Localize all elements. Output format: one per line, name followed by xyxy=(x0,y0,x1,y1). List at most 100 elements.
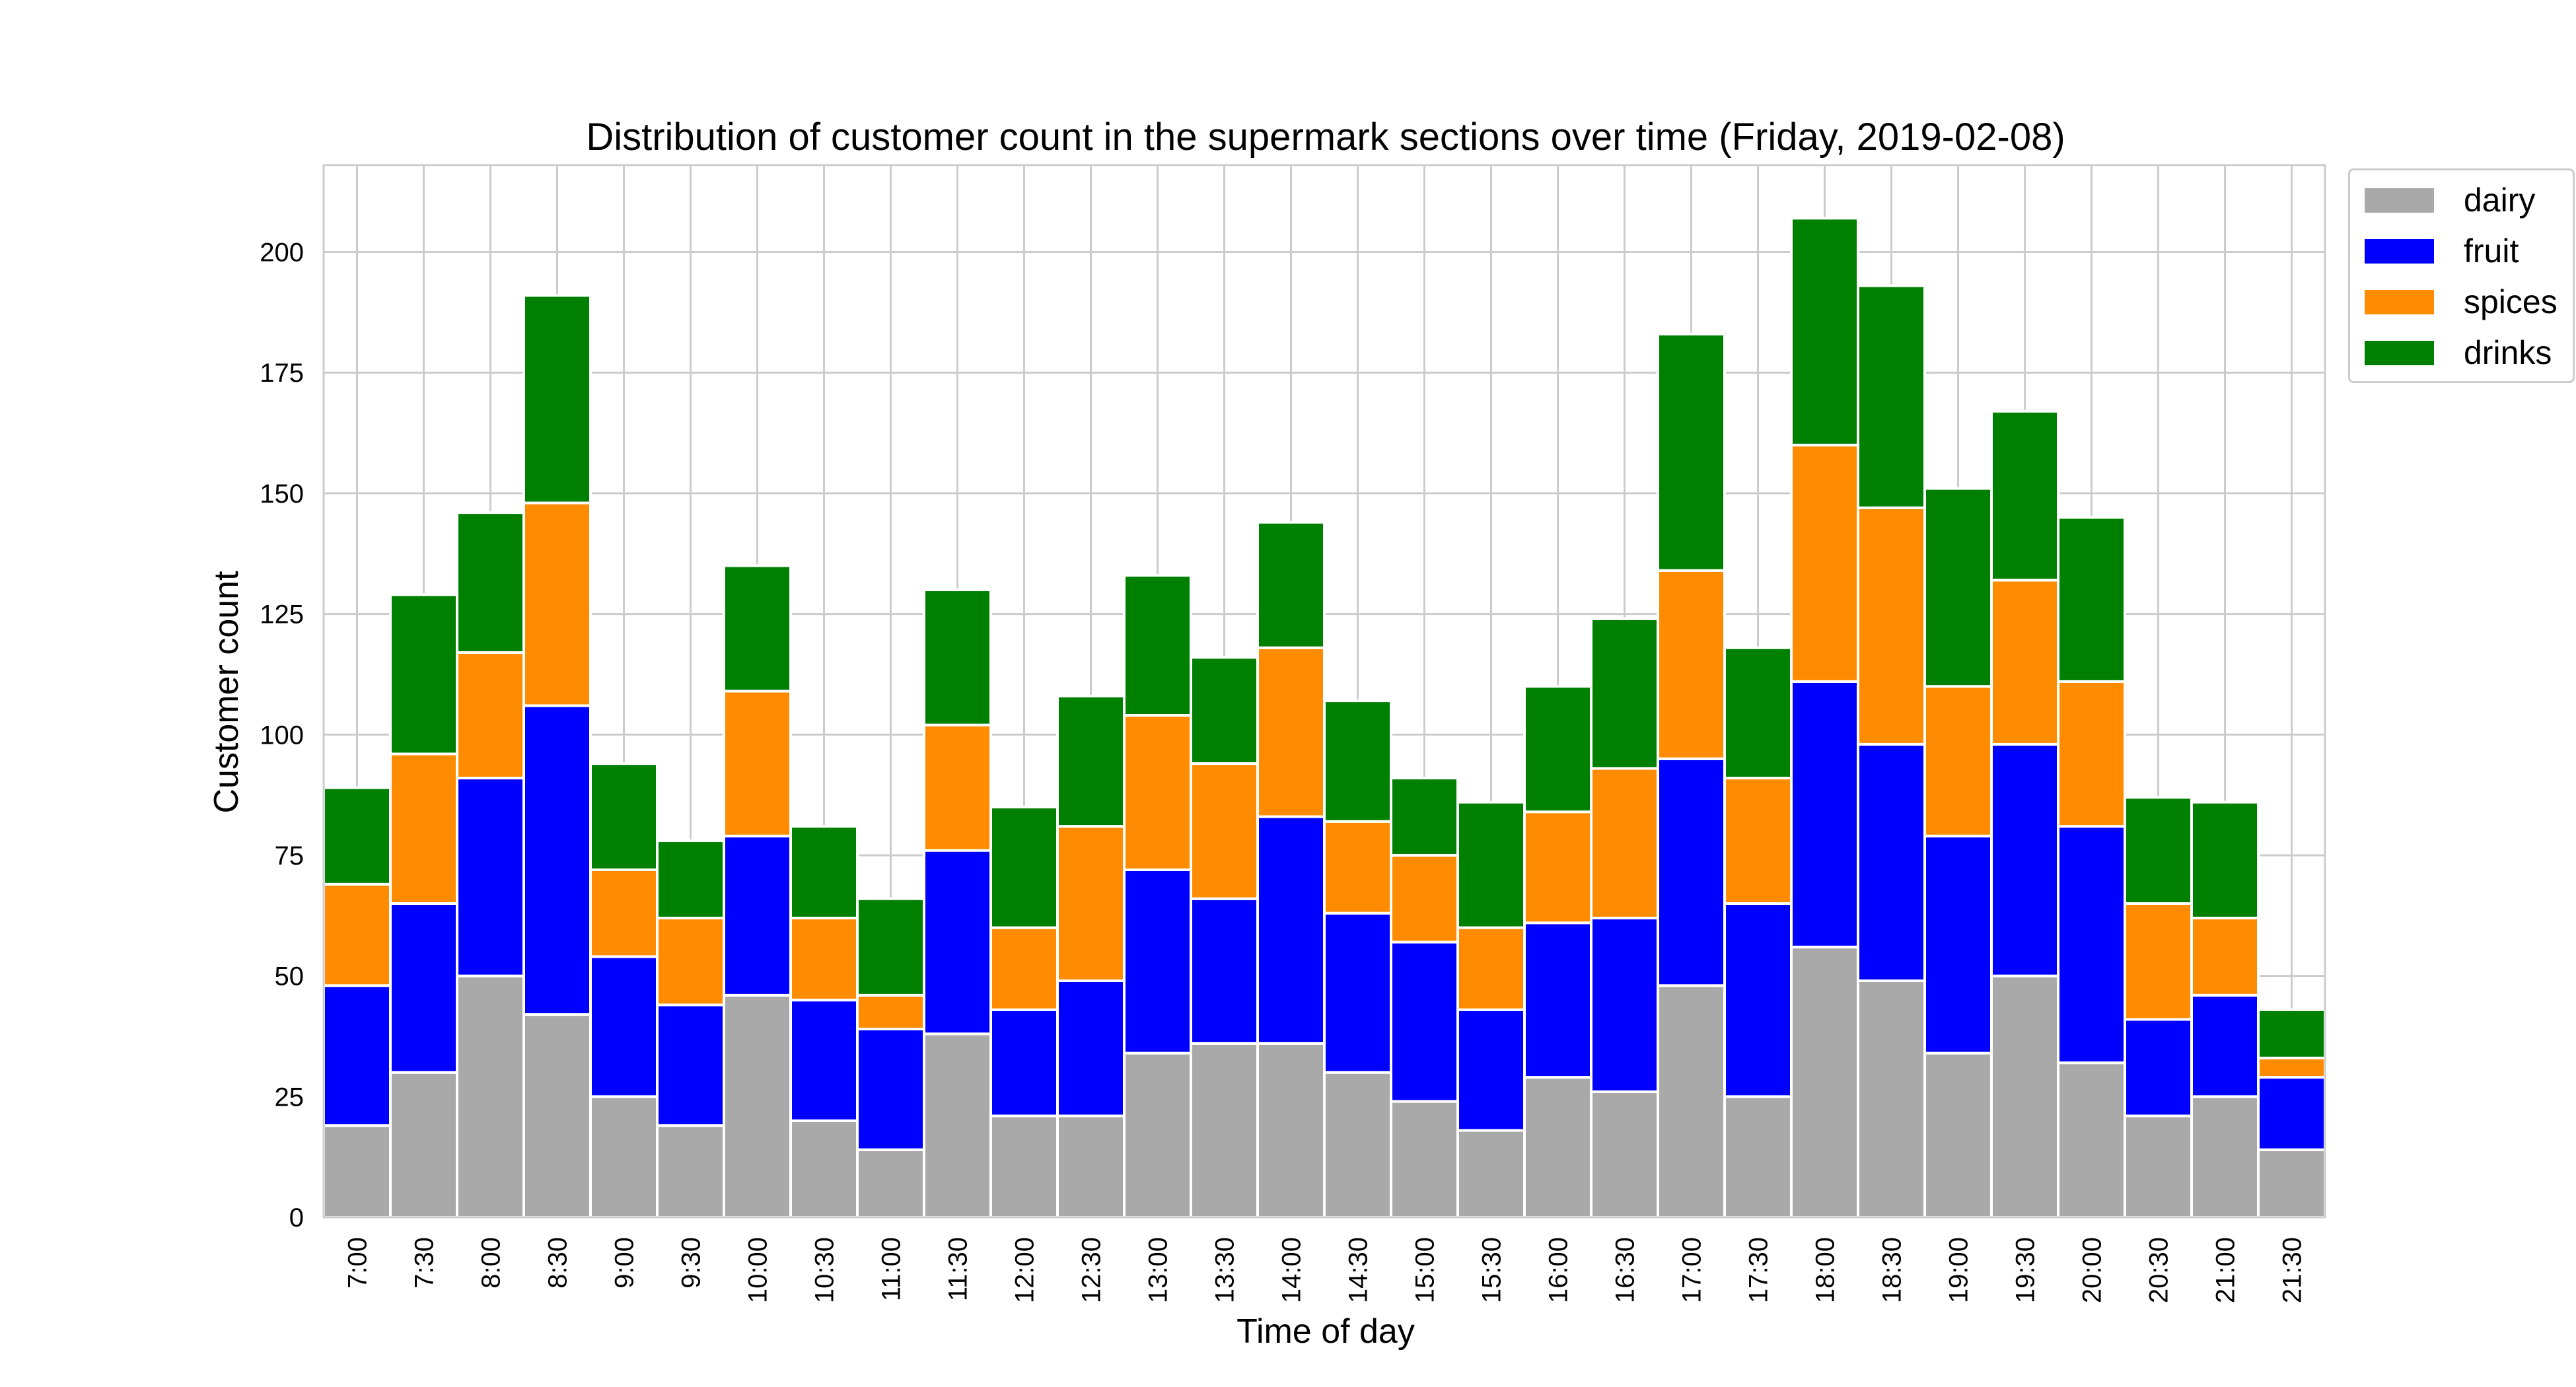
x-tick-label: 21:30 xyxy=(2278,1237,2307,1303)
bar-spices xyxy=(923,723,992,852)
x-tick-label: 15:00 xyxy=(1411,1237,1440,1303)
bar-dairy xyxy=(1990,974,2059,1219)
y-tick-label: 100 xyxy=(260,721,304,750)
x-tick-label: 18:00 xyxy=(1811,1237,1840,1303)
bar-spices xyxy=(456,651,525,780)
bar-drinks xyxy=(923,588,992,727)
x-tick-label: 17:30 xyxy=(1744,1237,1773,1303)
bar-drinks xyxy=(2057,516,2126,683)
bar-spices xyxy=(522,501,592,707)
legend-swatch-fruit xyxy=(2365,238,2434,264)
bar-drinks xyxy=(389,593,458,756)
legend-item-spices: spices xyxy=(2365,282,2558,322)
x-tick-label: 16:30 xyxy=(1611,1237,1640,1303)
bar-fruit xyxy=(723,834,792,997)
bar-fruit xyxy=(1390,941,1459,1103)
bar-dairy xyxy=(1657,984,1726,1219)
bar-drinks xyxy=(1390,777,1459,857)
bar-dairy xyxy=(856,1148,925,1219)
y-tick-label: 150 xyxy=(260,480,304,509)
bar-dairy xyxy=(1323,1071,1392,1219)
bar-spices xyxy=(2257,1056,2326,1079)
bar-drinks xyxy=(1256,520,1326,649)
bar-drinks xyxy=(1657,332,1726,572)
bar-fruit xyxy=(1190,897,1259,1045)
bar-drinks xyxy=(856,897,925,997)
legend-swatch-drinks xyxy=(2365,340,2434,365)
bar-drinks xyxy=(1190,656,1259,765)
bar-fruit xyxy=(1523,921,1592,1079)
bar-fruit xyxy=(789,999,859,1122)
bar-drinks xyxy=(1790,217,1859,446)
bar-spices xyxy=(1523,810,1592,925)
bar-spices xyxy=(1790,443,1859,683)
bars xyxy=(322,217,2326,1219)
bar-spices xyxy=(1323,820,1392,915)
x-tick-labels: 7:00 7:30 8:00 8:30 9:00 9:30 10:00 10:30 11:00 1… xyxy=(343,1237,2307,1303)
bar-drinks xyxy=(1857,284,1926,509)
bar-fruit xyxy=(1256,815,1326,1045)
bar-dairy xyxy=(1123,1051,1192,1219)
bar-spices xyxy=(656,916,725,1007)
bar-fruit xyxy=(2057,825,2126,1065)
bar-spices xyxy=(322,882,392,987)
x-tick-label: 16:00 xyxy=(1544,1237,1573,1303)
bar-spices xyxy=(723,690,792,837)
bar-fruit xyxy=(923,849,992,1036)
bar-spices xyxy=(2057,680,2126,828)
bar-dairy xyxy=(1790,945,1859,1219)
bar-fruit xyxy=(856,1028,925,1151)
x-tick-label: 17:00 xyxy=(1678,1237,1707,1303)
x-tick-label: 11:30 xyxy=(944,1237,973,1301)
x-tick-label: 13:00 xyxy=(1144,1237,1173,1303)
bar-spices xyxy=(2190,916,2260,997)
bar-fruit xyxy=(589,955,659,1098)
chart-title: Distribution of customer count in the su… xyxy=(586,116,2065,159)
y-axis-label: Customer count xyxy=(207,571,246,814)
y-tick-label: 75 xyxy=(275,841,304,871)
x-tick-label: 19:30 xyxy=(2011,1237,2040,1303)
bar-spices xyxy=(856,993,925,1031)
bar-dairy xyxy=(589,1095,659,1219)
bar-fruit xyxy=(456,777,525,978)
x-tick-label: 9:30 xyxy=(677,1237,706,1289)
x-tick-label: 10:30 xyxy=(810,1237,840,1303)
x-tick-label: 21:00 xyxy=(2211,1237,2240,1303)
bar-drinks xyxy=(2190,800,2260,919)
bar-dairy xyxy=(2257,1148,2326,1219)
bar-fruit xyxy=(522,704,592,1016)
bar-drinks xyxy=(2257,1008,2326,1059)
bar-fruit xyxy=(1990,742,2059,978)
bar-dairy xyxy=(2190,1095,2260,1219)
bar-fruit xyxy=(1790,680,1859,948)
bar-spices xyxy=(789,916,859,1002)
legend-label-drinks: drinks xyxy=(2464,334,2552,371)
bar-spices xyxy=(1590,767,1659,919)
x-tick-label: 7:00 xyxy=(343,1237,373,1289)
y-tick-label: 0 xyxy=(289,1203,304,1232)
bar-drinks xyxy=(1523,685,1592,814)
bar-fruit xyxy=(1857,742,1926,982)
bar-spices xyxy=(1190,762,1259,900)
bar-dairy xyxy=(389,1071,458,1219)
x-tick-label: 13:30 xyxy=(1211,1237,1240,1303)
bar-drinks xyxy=(1990,409,2059,582)
bar-spices xyxy=(1990,579,2059,746)
x-tick-label: 15:30 xyxy=(1478,1237,1507,1303)
x-tick-label: 14:30 xyxy=(1344,1237,1373,1303)
bar-spices xyxy=(1256,646,1326,818)
bar-fruit xyxy=(2257,1076,2326,1151)
x-tick-label: 10:00 xyxy=(744,1237,773,1303)
legend-item-drinks: drinks xyxy=(2365,333,2552,373)
legend-item-fruit: fruit xyxy=(2365,231,2519,271)
bar-fruit xyxy=(1590,916,1659,1094)
bar-drinks xyxy=(2124,796,2193,906)
bar-fruit xyxy=(1123,868,1192,1055)
bar-dairy xyxy=(2124,1114,2193,1219)
x-tick-label: 8:00 xyxy=(477,1237,506,1289)
bar-fruit xyxy=(656,1003,725,1127)
bar-drinks xyxy=(1723,646,1793,780)
bar-dairy xyxy=(322,1124,392,1219)
x-tick-label: 12:00 xyxy=(1011,1237,1040,1303)
